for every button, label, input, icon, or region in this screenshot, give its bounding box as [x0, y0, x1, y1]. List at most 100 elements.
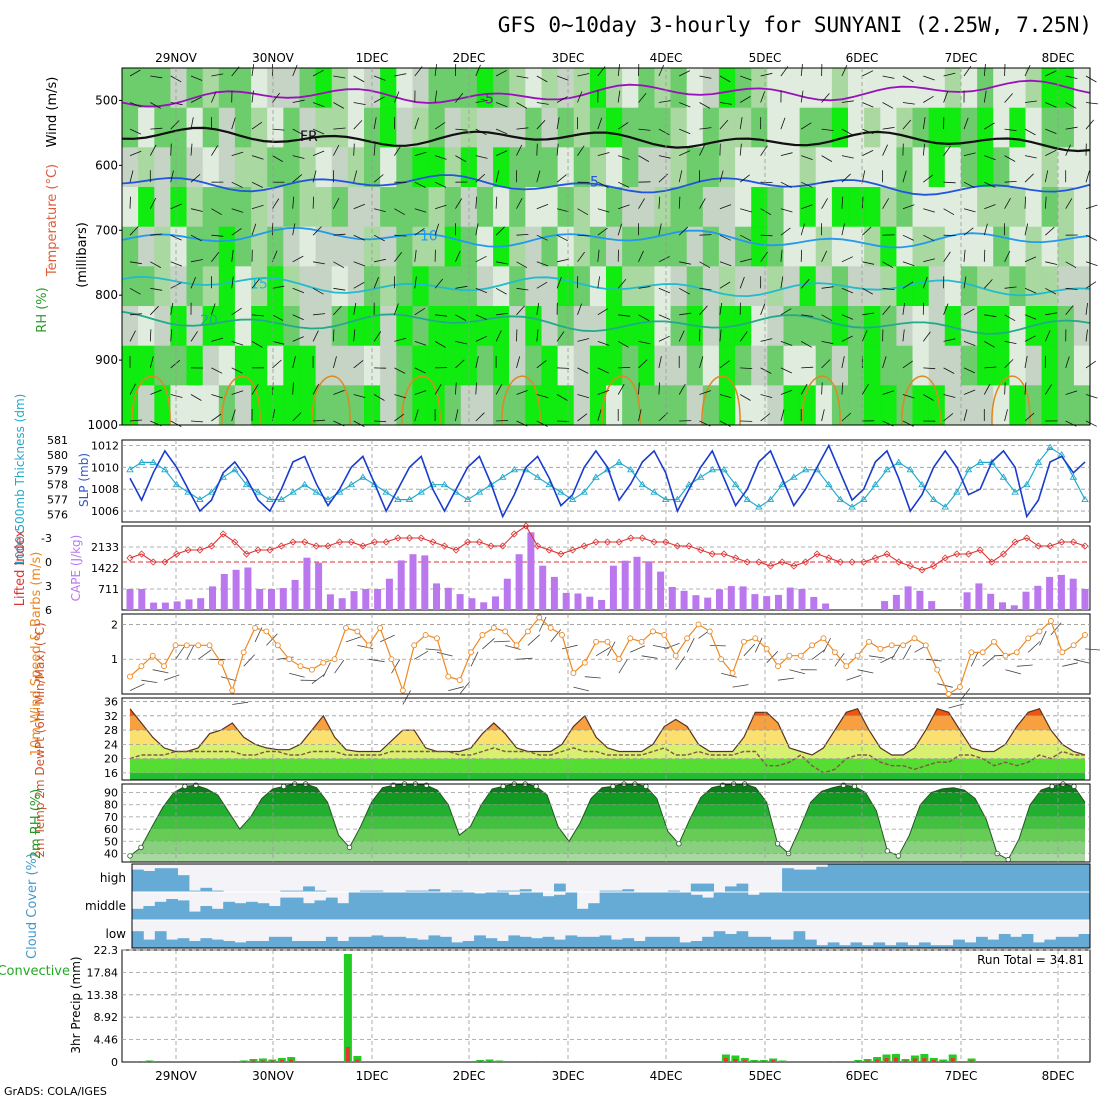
- cape-bar: [244, 567, 252, 610]
- wind-speed-point: [422, 631, 429, 638]
- rh-patch: [444, 345, 462, 386]
- upper-wind-barb: [922, 117, 926, 130]
- rh-patch: [251, 306, 268, 347]
- upper-wind-barb: [455, 198, 463, 209]
- upper-wind-barb: [719, 329, 722, 342]
- cloud-cell: [314, 941, 327, 948]
- wind-barb: [493, 640, 510, 643]
- cape-bar: [456, 594, 464, 610]
- wind-speed-point: [331, 656, 338, 663]
- rh-patch: [396, 266, 413, 307]
- rh-patch: [154, 345, 171, 386]
- upper-wind-barb: [556, 174, 567, 183]
- cloud-cell: [907, 864, 920, 892]
- upper-wind-barb: [556, 117, 560, 130]
- slp-tick-label: 1006: [91, 505, 119, 518]
- cloud-cell: [1044, 892, 1057, 920]
- cloud-cell: [474, 893, 486, 920]
- thickness-point: [929, 495, 938, 503]
- wind-speed-point: [877, 645, 884, 652]
- upper-wind-barb: [475, 223, 479, 236]
- upper-wind-barb: [272, 314, 284, 321]
- thickness-point: [266, 495, 274, 503]
- upper-wind-barb: [353, 75, 365, 83]
- upper-wind-barb: [821, 341, 834, 345]
- lifted-index-point: [382, 538, 390, 546]
- cloud-cell: [542, 936, 555, 948]
- warm-contour: [401, 375, 441, 426]
- upper-wind-barb: [577, 234, 590, 237]
- lifted-index-point: [359, 542, 367, 550]
- thickness-point: [172, 480, 181, 488]
- wind-speed-point: [411, 642, 418, 649]
- cloud-cell: [918, 864, 931, 892]
- upper-wind-barb: [211, 394, 223, 399]
- rh-patch: [154, 226, 171, 267]
- lifted-index-point: [650, 538, 658, 546]
- cloud-cell: [132, 931, 144, 948]
- cape-bar: [1022, 591, 1030, 610]
- rh-patch: [315, 306, 333, 347]
- thickness-point: [871, 480, 880, 488]
- wind-barb: [141, 679, 158, 683]
- thickness-point: [440, 480, 449, 488]
- upper-wind-barb: [821, 359, 831, 369]
- rh-patch: [1009, 68, 1026, 109]
- cloud-cell: [736, 931, 749, 948]
- thickness-point: [859, 495, 868, 503]
- upper-wind-barb: [963, 308, 975, 316]
- cape-bar: [1046, 576, 1054, 610]
- upper-wind-barb: [882, 75, 895, 79]
- upper-wind-barb: [699, 356, 704, 369]
- cloud-cell: [462, 892, 475, 920]
- upper-wind-barb: [211, 91, 217, 103]
- cloud-cell: [371, 892, 384, 920]
- upper-wind-barb: [1024, 196, 1026, 209]
- rh-patch: [815, 306, 833, 347]
- rh-patch: [606, 345, 623, 386]
- precip-tick-label: 4.46: [94, 1034, 119, 1047]
- cloud-cell: [189, 941, 201, 948]
- upper-wind-barb: [150, 233, 163, 236]
- rh-patch: [718, 385, 736, 426]
- upper-wind-barb: [190, 331, 198, 342]
- cloud-cell: [839, 892, 851, 920]
- rh-patch: [444, 187, 462, 228]
- wind-speed-point: [490, 624, 497, 631]
- cloud-cell: [508, 890, 521, 892]
- upper-wind-barb: [129, 150, 142, 156]
- cape-bar: [668, 587, 676, 610]
- upper-wind-barb: [943, 91, 949, 103]
- rh-patch: [202, 385, 220, 426]
- thickness-point: [394, 495, 402, 503]
- rh-patch: [218, 147, 236, 188]
- cloud-cell: [702, 883, 714, 892]
- rh-patch: [670, 107, 688, 148]
- cloud-cell: [223, 941, 235, 948]
- rh-patch: [251, 266, 268, 307]
- upper-wind-barb: [536, 120, 546, 130]
- wind-barb: [948, 703, 965, 709]
- warm-contour: [601, 375, 641, 426]
- wind-barb: [482, 637, 495, 650]
- upper-wind-barb: [353, 329, 356, 342]
- rh-point: [884, 848, 891, 854]
- upper-wind-barb: [861, 170, 866, 183]
- cloud-cell: [497, 892, 509, 920]
- upper-wind-barb: [333, 144, 340, 156]
- temp2m-frame: [121, 697, 1091, 781]
- rh-patch: [234, 385, 252, 426]
- upper-wind-barb: [862, 150, 874, 156]
- upper-wind-barb: [1065, 287, 1078, 290]
- wind-barb: [959, 688, 971, 702]
- cape-bar: [1057, 574, 1065, 610]
- cape-bar: [527, 532, 535, 610]
- upper-wind-barb: [841, 412, 852, 422]
- rh-patch: [444, 107, 462, 148]
- rh-patch: [573, 385, 591, 426]
- upper-wind-barb: [557, 258, 569, 263]
- cloud-cell: [280, 890, 293, 892]
- rh-patch: [799, 266, 817, 307]
- upper-wind-barb: [760, 413, 771, 422]
- upper-wind-barb: [394, 208, 405, 216]
